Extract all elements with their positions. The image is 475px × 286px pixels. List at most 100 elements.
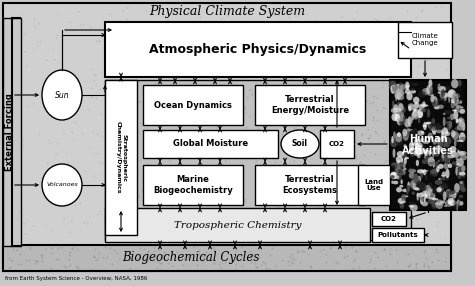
Text: Stratospheric
Chemistry/Dynamics: Stratospheric Chemistry/Dynamics xyxy=(115,121,126,194)
Ellipse shape xyxy=(425,148,428,150)
Ellipse shape xyxy=(401,84,408,86)
Ellipse shape xyxy=(399,169,407,176)
Bar xyxy=(3,245,451,271)
Ellipse shape xyxy=(413,187,420,190)
Ellipse shape xyxy=(437,136,441,144)
Ellipse shape xyxy=(413,176,420,184)
Ellipse shape xyxy=(431,126,437,133)
Ellipse shape xyxy=(432,131,437,135)
Ellipse shape xyxy=(446,190,449,198)
Ellipse shape xyxy=(393,107,401,113)
Ellipse shape xyxy=(422,88,430,95)
Ellipse shape xyxy=(440,95,443,100)
Bar xyxy=(143,165,243,205)
Ellipse shape xyxy=(417,154,420,158)
Ellipse shape xyxy=(390,85,396,94)
Ellipse shape xyxy=(445,110,452,115)
Text: Biogeochemical Cycles: Biogeochemical Cycles xyxy=(123,251,260,265)
Ellipse shape xyxy=(424,191,430,199)
Ellipse shape xyxy=(409,143,416,147)
Ellipse shape xyxy=(432,126,437,131)
Ellipse shape xyxy=(393,131,396,138)
Ellipse shape xyxy=(394,175,399,179)
Ellipse shape xyxy=(444,133,446,136)
Ellipse shape xyxy=(445,156,450,164)
Ellipse shape xyxy=(412,174,418,184)
Ellipse shape xyxy=(432,201,437,208)
Ellipse shape xyxy=(398,111,404,119)
Ellipse shape xyxy=(433,159,435,168)
Ellipse shape xyxy=(427,109,430,118)
Ellipse shape xyxy=(400,164,403,172)
Ellipse shape xyxy=(403,131,409,137)
Ellipse shape xyxy=(401,195,408,197)
Ellipse shape xyxy=(405,157,409,159)
Ellipse shape xyxy=(410,90,416,94)
Ellipse shape xyxy=(444,162,449,169)
Ellipse shape xyxy=(414,187,419,190)
Ellipse shape xyxy=(426,122,431,124)
Ellipse shape xyxy=(435,202,443,205)
Ellipse shape xyxy=(445,191,452,198)
Ellipse shape xyxy=(459,109,465,114)
Ellipse shape xyxy=(445,137,452,145)
Ellipse shape xyxy=(429,87,432,90)
Text: Atmospheric Physics/Dynamics: Atmospheric Physics/Dynamics xyxy=(149,43,367,56)
Ellipse shape xyxy=(420,192,425,201)
Ellipse shape xyxy=(446,189,451,194)
Ellipse shape xyxy=(444,93,446,101)
Ellipse shape xyxy=(431,118,435,124)
Ellipse shape xyxy=(446,200,452,206)
Ellipse shape xyxy=(445,110,448,113)
Ellipse shape xyxy=(419,192,426,196)
Ellipse shape xyxy=(396,135,399,143)
Ellipse shape xyxy=(435,180,442,185)
Ellipse shape xyxy=(459,170,464,177)
Ellipse shape xyxy=(456,105,462,109)
Ellipse shape xyxy=(399,118,403,126)
Ellipse shape xyxy=(415,106,418,112)
Text: Ocean Dynamics: Ocean Dynamics xyxy=(154,100,232,110)
Ellipse shape xyxy=(399,167,407,171)
Ellipse shape xyxy=(440,140,448,147)
Ellipse shape xyxy=(456,167,458,176)
Ellipse shape xyxy=(424,185,431,194)
Ellipse shape xyxy=(457,198,460,206)
Ellipse shape xyxy=(408,103,414,107)
Ellipse shape xyxy=(406,128,410,132)
Ellipse shape xyxy=(452,110,457,112)
Ellipse shape xyxy=(432,149,435,158)
Ellipse shape xyxy=(459,106,464,108)
Ellipse shape xyxy=(422,124,427,127)
Ellipse shape xyxy=(458,164,465,172)
Ellipse shape xyxy=(419,182,427,190)
Ellipse shape xyxy=(441,184,448,189)
Ellipse shape xyxy=(428,187,433,192)
Ellipse shape xyxy=(392,100,395,107)
Ellipse shape xyxy=(406,185,411,192)
Ellipse shape xyxy=(426,150,431,156)
Ellipse shape xyxy=(428,133,433,140)
Ellipse shape xyxy=(437,105,444,109)
Ellipse shape xyxy=(420,104,428,107)
Ellipse shape xyxy=(418,183,425,190)
Ellipse shape xyxy=(448,190,456,194)
Bar xyxy=(105,80,137,235)
Ellipse shape xyxy=(394,84,402,94)
Ellipse shape xyxy=(454,110,456,112)
Ellipse shape xyxy=(392,83,398,92)
Ellipse shape xyxy=(456,151,464,156)
Text: Climate
Change: Climate Change xyxy=(412,33,438,47)
Ellipse shape xyxy=(415,205,419,210)
Ellipse shape xyxy=(401,158,403,166)
Bar xyxy=(255,85,365,125)
Text: Sun: Sun xyxy=(55,90,69,100)
Ellipse shape xyxy=(447,198,454,204)
Ellipse shape xyxy=(430,169,437,174)
Ellipse shape xyxy=(411,112,414,120)
Ellipse shape xyxy=(420,169,423,179)
Ellipse shape xyxy=(436,199,443,209)
Ellipse shape xyxy=(397,90,405,96)
Ellipse shape xyxy=(456,158,464,166)
Ellipse shape xyxy=(441,177,446,180)
